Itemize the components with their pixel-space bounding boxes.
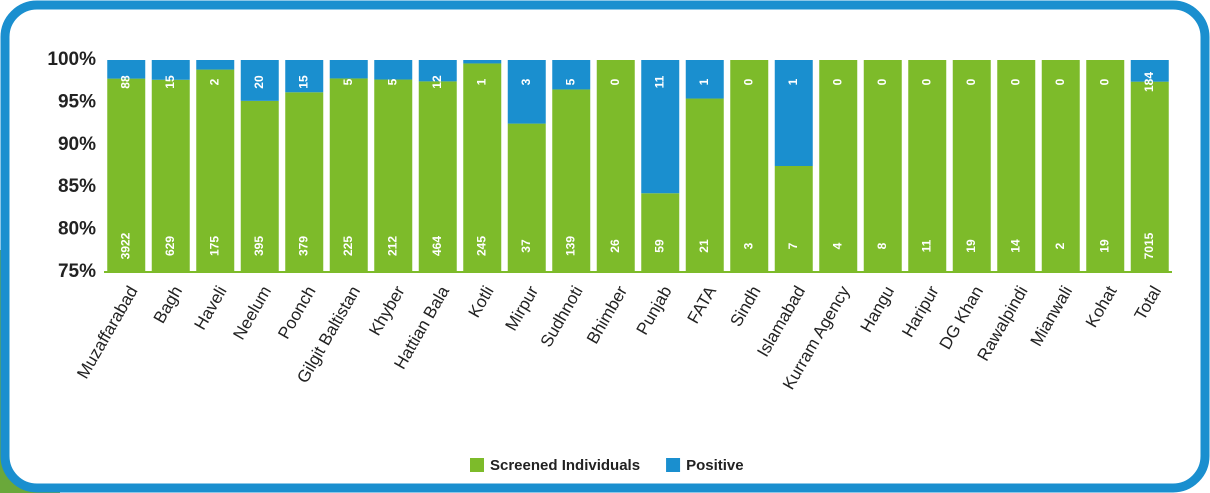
value-label: 1	[786, 78, 800, 85]
value-label: 464	[430, 236, 444, 256]
y-tick-label: 75%	[58, 261, 96, 282]
value-label: 139	[563, 236, 577, 256]
bar-segment	[774, 60, 813, 166]
bar-segment	[107, 78, 146, 273]
value-label: 11	[652, 75, 666, 88]
value-label: 1	[697, 78, 711, 85]
value-label: 225	[341, 236, 355, 256]
value-label: 21	[697, 239, 711, 253]
value-label: 0	[875, 78, 889, 85]
bar-segment	[819, 60, 858, 272]
bar-segment	[685, 98, 724, 272]
value-label: 0	[608, 78, 622, 85]
value-label: 0	[741, 78, 755, 85]
value-label: 5	[341, 78, 355, 85]
bar-segment	[507, 60, 546, 124]
bar-segment	[1041, 60, 1080, 272]
bar-segment	[863, 60, 902, 272]
value-label: 0	[964, 78, 978, 85]
value-label: 379	[296, 236, 310, 256]
y-tick-label: 95%	[58, 91, 96, 112]
bar-segment	[463, 60, 502, 64]
bar-segment	[774, 166, 813, 272]
bar-segment	[596, 60, 635, 272]
value-label: 7015	[1142, 232, 1156, 259]
bar-segment	[463, 63, 502, 272]
value-label: 5	[385, 78, 399, 85]
bar-segment	[240, 60, 279, 101]
bar-segment	[1130, 81, 1169, 272]
value-label: 212	[385, 236, 399, 256]
bar-segment	[151, 60, 190, 80]
legend-swatch	[666, 458, 681, 472]
bar-segment	[418, 60, 457, 82]
value-label: 184	[1142, 72, 1156, 92]
bar-segment	[552, 60, 591, 90]
value-label: 4	[830, 242, 844, 249]
bar-segment	[685, 60, 724, 99]
bar-segment	[641, 193, 680, 272]
bar-segment	[952, 60, 991, 272]
value-label: 14	[1008, 239, 1022, 253]
bar-segment	[240, 100, 279, 273]
bar-segment	[1086, 60, 1125, 272]
bar-segment	[730, 60, 769, 272]
legend-label: Screened Individuals	[490, 457, 640, 474]
value-label: 629	[163, 236, 177, 256]
value-label: 19	[1097, 239, 1111, 253]
bar-segment	[196, 69, 235, 272]
value-label: 1	[474, 78, 488, 85]
bar-segment	[285, 92, 324, 272]
value-label: 3922	[118, 232, 132, 259]
bar-segment	[285, 60, 324, 93]
bar-segment	[1130, 60, 1169, 82]
value-label: 3	[741, 242, 755, 249]
y-tick-label: 80%	[58, 219, 96, 240]
value-label: 8	[875, 242, 889, 249]
legend-label: Positive	[686, 457, 744, 474]
value-label: 175	[207, 236, 221, 256]
value-label: 59	[652, 239, 666, 253]
value-label: 0	[1008, 78, 1022, 85]
bar-segment	[329, 60, 368, 79]
value-label: 0	[1097, 78, 1111, 85]
value-label: 2	[1053, 242, 1067, 249]
bar-segment	[151, 79, 190, 272]
value-label: 2	[207, 78, 221, 85]
value-label: 19	[964, 239, 978, 253]
value-label: 0	[830, 78, 844, 85]
bar-segment	[908, 60, 947, 272]
value-label: 395	[252, 236, 266, 256]
value-label: 12	[430, 75, 444, 89]
value-label: 3	[519, 78, 533, 85]
bar-segment	[552, 89, 591, 272]
value-label: 11	[919, 239, 933, 252]
bar-segment	[997, 60, 1036, 272]
legend-swatch	[470, 458, 484, 472]
bar-segment	[507, 123, 546, 272]
y-tick-label: 100%	[47, 49, 96, 70]
value-label: 245	[474, 236, 488, 256]
value-label: 26	[608, 239, 622, 253]
value-label: 5	[563, 78, 577, 85]
bar-segment	[641, 60, 680, 194]
bar-segment	[329, 78, 368, 272]
bar-segment	[374, 60, 413, 80]
y-tick-label: 90%	[58, 134, 96, 155]
bar-segment	[418, 81, 457, 273]
y-tick-label: 85%	[58, 176, 96, 197]
bar-segment	[107, 60, 146, 79]
value-label: 0	[919, 78, 933, 85]
value-label: 15	[163, 75, 177, 89]
value-label: 7	[786, 242, 800, 249]
value-label: 88	[118, 75, 132, 89]
value-label: 15	[296, 75, 310, 89]
value-label: 20	[252, 75, 266, 89]
bar-segment	[196, 60, 235, 70]
value-label: 37	[519, 239, 533, 253]
value-label: 0	[1053, 78, 1067, 85]
bar-segment	[374, 79, 413, 272]
